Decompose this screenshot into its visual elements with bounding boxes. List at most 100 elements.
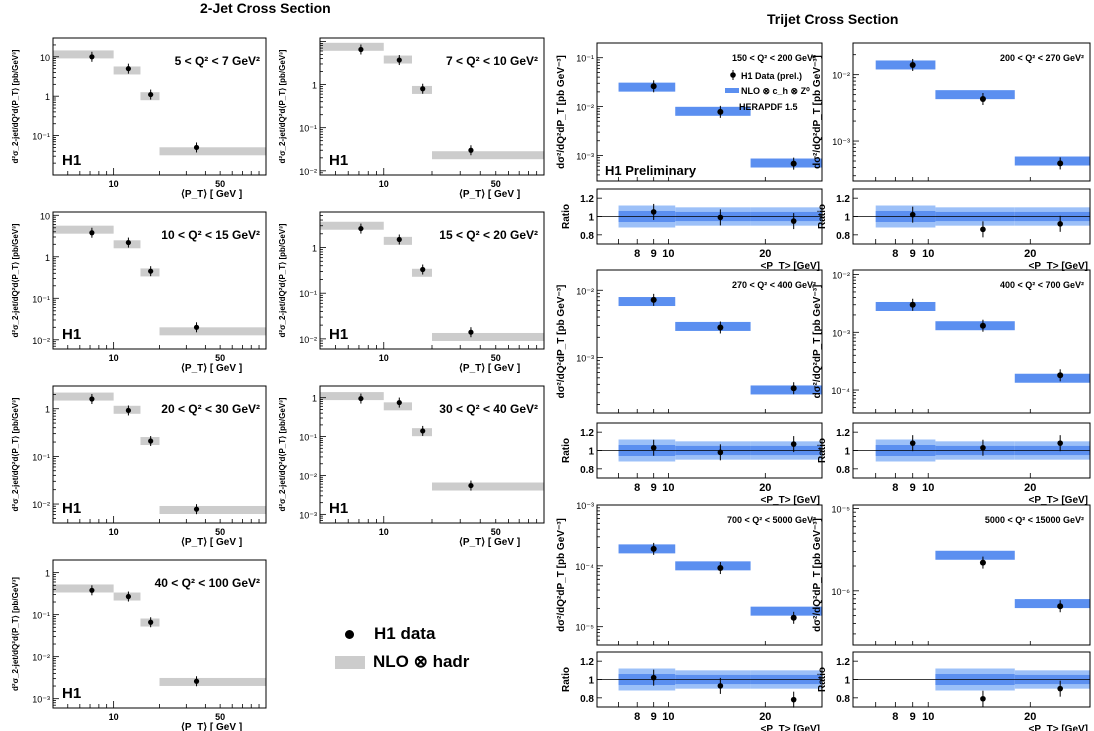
trijet-panel-4: 10⁻⁴ 10⁻³ 10⁻² 400 < Q² < 700 GeV² dσ²/dQ²dP… bbox=[812, 269, 1091, 506]
ratio-point bbox=[790, 441, 797, 447]
legend-data-row: H1 data bbox=[335, 620, 469, 648]
x-axis-label: <P_T> [GeV] bbox=[761, 261, 820, 272]
x-tick-label: 10 bbox=[662, 248, 674, 260]
data-point bbox=[717, 565, 724, 572]
trijet-ytick-label: 10⁻⁵ bbox=[576, 623, 595, 633]
data-point bbox=[125, 593, 131, 600]
dijet-ytick-label: 10⁻² bbox=[299, 471, 317, 481]
h1-label: H1 bbox=[62, 500, 81, 517]
panel-q2-range: 200 < Q² < 270 GeV² bbox=[1000, 53, 1084, 63]
dijet-ytick-label: 10⁻¹ bbox=[32, 294, 50, 304]
nlo-band bbox=[53, 50, 114, 59]
ratio-ytick-label: 1 bbox=[588, 447, 594, 458]
data-point bbox=[650, 545, 657, 552]
panel-q2-range: 700 < Q² < 5000 GeV² bbox=[727, 515, 816, 525]
data-point bbox=[468, 147, 474, 153]
ratio-point bbox=[650, 444, 657, 451]
trijet-ytick-label: 10⁻³ bbox=[832, 137, 850, 147]
nlo-band bbox=[618, 544, 676, 554]
data-point bbox=[358, 225, 364, 232]
x-tick-label: 20 bbox=[1024, 711, 1036, 723]
ratio-point bbox=[909, 440, 916, 446]
y-axis-label: d²σ_2-jet/dQ²d⟨P_T⟩ [pb/GeV³] bbox=[278, 49, 287, 163]
data-point bbox=[148, 619, 154, 625]
x-axis-label: ⟨P_T⟩ [ GeV ] bbox=[181, 363, 242, 374]
nlo-band bbox=[320, 392, 384, 401]
ratio-axis-label: Ratio bbox=[817, 438, 828, 463]
dijet-ytick-label: 10⁻² bbox=[32, 500, 50, 510]
ratio-point bbox=[650, 209, 657, 215]
data-point bbox=[790, 614, 797, 621]
x-tick-label: 10 bbox=[109, 712, 119, 722]
nlo-band bbox=[53, 584, 114, 593]
dijet-ytick-label: 1 bbox=[45, 253, 50, 263]
trijet-title: Trijet Cross Section bbox=[767, 11, 899, 27]
x-tick-label: 10 bbox=[922, 248, 934, 260]
dijet-panel-1: 10 50 10⁻¹ 1 10 5 < Q² < 7 GeV² H1 ⟨P_T⟩ [ GeV … bbox=[11, 37, 267, 200]
dijet-ytick-label: 1 bbox=[312, 81, 317, 91]
data-point bbox=[193, 324, 200, 330]
data-point bbox=[717, 324, 724, 331]
ratio-ytick-label: 0.8 bbox=[836, 231, 850, 242]
nlo-band bbox=[320, 221, 384, 230]
x-tick-label: 20 bbox=[1024, 482, 1036, 494]
h1-label: H1 bbox=[62, 152, 81, 169]
data-point bbox=[790, 385, 797, 392]
nlo-band bbox=[159, 677, 266, 686]
data-point bbox=[125, 66, 131, 72]
ratio-ytick-label: 1 bbox=[844, 447, 850, 458]
dijet-ytick-label: 10⁻¹ bbox=[299, 433, 317, 443]
h1-preliminary-label: H1 Preliminary bbox=[605, 163, 697, 178]
data-point bbox=[148, 91, 154, 98]
x-tick-label: 10 bbox=[379, 353, 389, 363]
data-point bbox=[193, 144, 200, 151]
ratio-point bbox=[1057, 440, 1063, 446]
legend-nlo-band bbox=[335, 655, 365, 669]
data-point bbox=[790, 160, 797, 167]
x-tick-label: 20 bbox=[759, 248, 771, 260]
x-axis-label: <P_T> [GeV] bbox=[1029, 724, 1088, 731]
y-axis-label: d²σ_2-jet/dQ²d⟨P_T⟩ [pb/GeV³] bbox=[278, 397, 287, 511]
ratio-ytick-label: 0.8 bbox=[836, 694, 850, 705]
nlo-band bbox=[875, 60, 936, 70]
legend-data-label: H1 Data (prel.) bbox=[741, 71, 802, 81]
trijet-ytick-label: 10⁻² bbox=[832, 71, 850, 81]
x-tick-label: 10 bbox=[109, 353, 119, 363]
data-point bbox=[717, 108, 724, 115]
ratio-point bbox=[790, 696, 797, 703]
panel-q2-range: 10 < Q² < 15 GeV² bbox=[161, 228, 260, 242]
data-point bbox=[979, 559, 986, 566]
panel-frame bbox=[596, 504, 823, 646]
nlo-band bbox=[750, 158, 822, 168]
y-axis-label: d²σ_2-jet/dQ²d⟨P_T⟩ [pb/GeV³] bbox=[278, 223, 287, 337]
dijet-ytick-label: 10 bbox=[40, 211, 50, 221]
panel-frame bbox=[596, 42, 823, 182]
panel-frame bbox=[852, 269, 1091, 414]
nlo-band bbox=[1014, 156, 1090, 166]
ratio-ytick-label: 0.8 bbox=[580, 231, 594, 242]
nlo-band bbox=[432, 151, 544, 160]
x-tick-label: 10 bbox=[379, 527, 389, 537]
x-tick-label: 20 bbox=[1024, 248, 1036, 260]
dijet-ytick-label: 10⁻² bbox=[32, 653, 50, 663]
x-axis-label: ⟨P_T⟩ [ GeV ] bbox=[459, 189, 520, 200]
nlo-band bbox=[675, 321, 751, 331]
panel-q2-range: 150 < Q² < 200 GeV² bbox=[732, 53, 816, 63]
ratio-point bbox=[790, 218, 797, 224]
x-tick-label: 10 bbox=[109, 527, 119, 537]
data-point bbox=[979, 322, 986, 329]
x-tick-label: 10 bbox=[662, 482, 674, 494]
ratio-axis-label: Ratio bbox=[817, 204, 828, 229]
h1-label: H1 bbox=[329, 500, 348, 517]
dijet-ytick-label: 1 bbox=[45, 92, 50, 102]
panel-q2-range: 270 < Q² < 400 GeV² bbox=[732, 280, 816, 290]
ratio-ytick-label: 1.2 bbox=[836, 657, 850, 668]
ratio-axis-label: Ratio bbox=[817, 667, 828, 692]
ratio-point bbox=[980, 695, 986, 702]
data-point bbox=[909, 301, 916, 308]
ratio-ytick-label: 1.2 bbox=[580, 428, 594, 439]
trijet-ytick-label: 10⁻⁴ bbox=[831, 386, 850, 396]
dijet-ytick-label: 10⁻³ bbox=[299, 510, 317, 520]
x-tick-label: 50 bbox=[491, 527, 501, 537]
